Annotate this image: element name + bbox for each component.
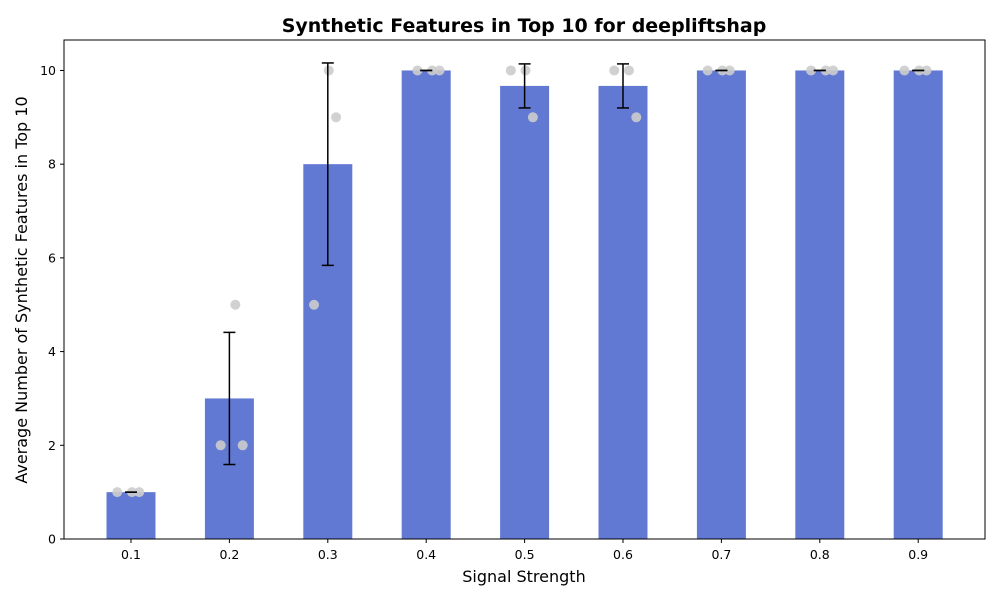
y-tick-label: 8 [48,157,56,172]
data-point [806,65,817,76]
chart-title: Synthetic Features in Top 10 for deeplif… [282,15,767,37]
bar-0.7 [696,70,746,540]
data-point [527,112,538,123]
data-point [309,299,320,310]
data-point [112,487,123,498]
y-tick-label: 4 [48,344,56,359]
bar-0.5 [500,85,550,540]
data-point [899,65,910,76]
data-point [323,65,334,76]
bar-0.4 [401,70,451,540]
x-tick-label: 0.9 [908,547,928,562]
x-tick-label: 0.1 [121,547,141,562]
data-point [921,65,932,76]
x-tick-label: 0.6 [613,547,633,562]
bar-0.1 [106,492,156,539]
data-point [134,487,145,498]
data-point [434,65,445,76]
bars-group [106,70,943,540]
x-tick-label: 0.3 [318,547,338,562]
data-point [609,65,620,76]
y-tick-label: 6 [48,250,56,265]
y-axis: 0 2 4 6 8 10 [40,63,64,547]
x-tick-label: 0.5 [515,547,535,562]
data-point [230,299,241,310]
bar-0.9 [893,70,943,540]
y-tick-label: 0 [48,532,56,547]
x-axis: 0.1 0.2 0.3 0.4 0.5 0.6 0.7 0.8 0.9 [121,539,928,562]
data-point [724,65,735,76]
error-bars-group [125,62,925,493]
data-point [623,65,634,76]
data-point [331,112,342,123]
data-point [215,440,226,451]
y-tick-label: 2 [48,438,56,453]
bar-0.8 [795,70,845,540]
x-tick-label: 0.8 [810,547,830,562]
data-point [505,65,516,76]
x-axis-label: Signal Strength [462,567,585,586]
bar-0.6 [598,85,648,540]
x-tick-label: 0.4 [416,547,436,562]
data-point [412,65,423,76]
y-tick-label: 10 [40,63,56,78]
data-point [828,65,839,76]
x-tick-label: 0.7 [711,547,731,562]
data-point [702,65,713,76]
data-point [520,65,531,76]
data-point [237,440,248,451]
x-tick-label: 0.2 [219,547,239,562]
data-point [631,112,642,123]
y-axis-label: Average Number of Synthetic Features in … [12,96,31,483]
